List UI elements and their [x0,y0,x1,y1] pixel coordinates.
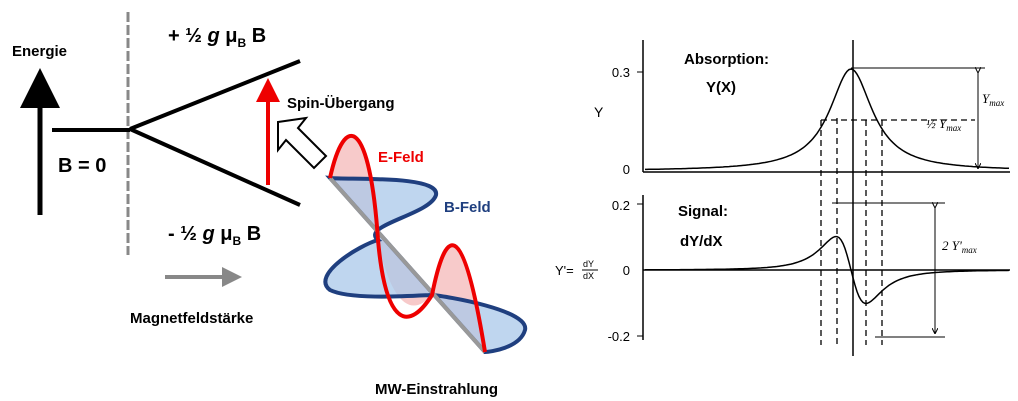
zero-field-label: B = 0 [58,155,106,177]
open-arrow [278,118,326,168]
fraction-num: dY [583,259,594,269]
epr-figure: Energie B = 0 + ½ g μB B - ½ g μB B Spin… [0,0,1018,401]
b-field-label: B-Feld [444,199,491,216]
microwave-caption: MW-Einstrahlung [375,381,498,398]
derivative-y-label: Y'= [555,263,574,278]
tick-label: 0 [623,162,630,177]
tick-label: -0.2 [608,329,630,344]
sign: - ½ [168,223,202,245]
field: B [241,223,261,245]
e-field-label: E-Feld [378,149,424,166]
tick-label: 0 [623,263,630,278]
absorption-curve [645,69,1009,169]
g: g [201,223,214,245]
spectrum-labels: Absorption: Y(X) Y 0.3 0 ½ Ymax Ymax Sig… [555,51,1004,344]
absorption-function: Y(X) [706,79,736,96]
signal-title: Signal: [678,203,728,220]
mu: μ [220,25,238,47]
signal-function: dY/dX [680,233,723,250]
max-label: Ymax [982,91,1004,108]
fraction-den: dX [583,271,594,281]
upper-level [130,61,300,129]
field-axis-label: Magnetfeldstärke [130,310,253,327]
y-label: Y [594,104,604,120]
transition-label: Spin-Übergang [287,95,395,112]
sub: max [962,245,977,255]
pp-label: 2 Y'max [942,238,977,255]
sub: max [989,98,1004,108]
tick-label: 0.3 [612,65,630,80]
mu: μ [215,223,233,245]
field: B [246,25,266,47]
half-max-label: ½ Ymax [926,116,961,133]
spectrum [637,40,1010,356]
symbol: Y' [555,263,566,278]
tick-label: 0.2 [612,198,630,213]
g: g [206,25,219,47]
mu-sub: B [238,36,247,50]
symbol: Y' [952,238,962,253]
eq: = [566,263,574,278]
microwave-wave: E-Feld B-Feld MW-Einstrahlung [325,136,525,398]
prefix: ½ [926,116,939,131]
energy-label: Energie [12,43,67,60]
lower-level [130,129,300,205]
prefix: 2 [942,238,952,253]
lower-level-label: - ½ g μB B [168,223,261,248]
absorption-title: Absorption: [684,51,769,68]
sign: + ½ [168,25,207,47]
guides [821,118,975,345]
mu-sub: B [232,234,241,248]
upper-level-label: + ½ g μB B [168,25,266,50]
sub: max [946,123,961,133]
